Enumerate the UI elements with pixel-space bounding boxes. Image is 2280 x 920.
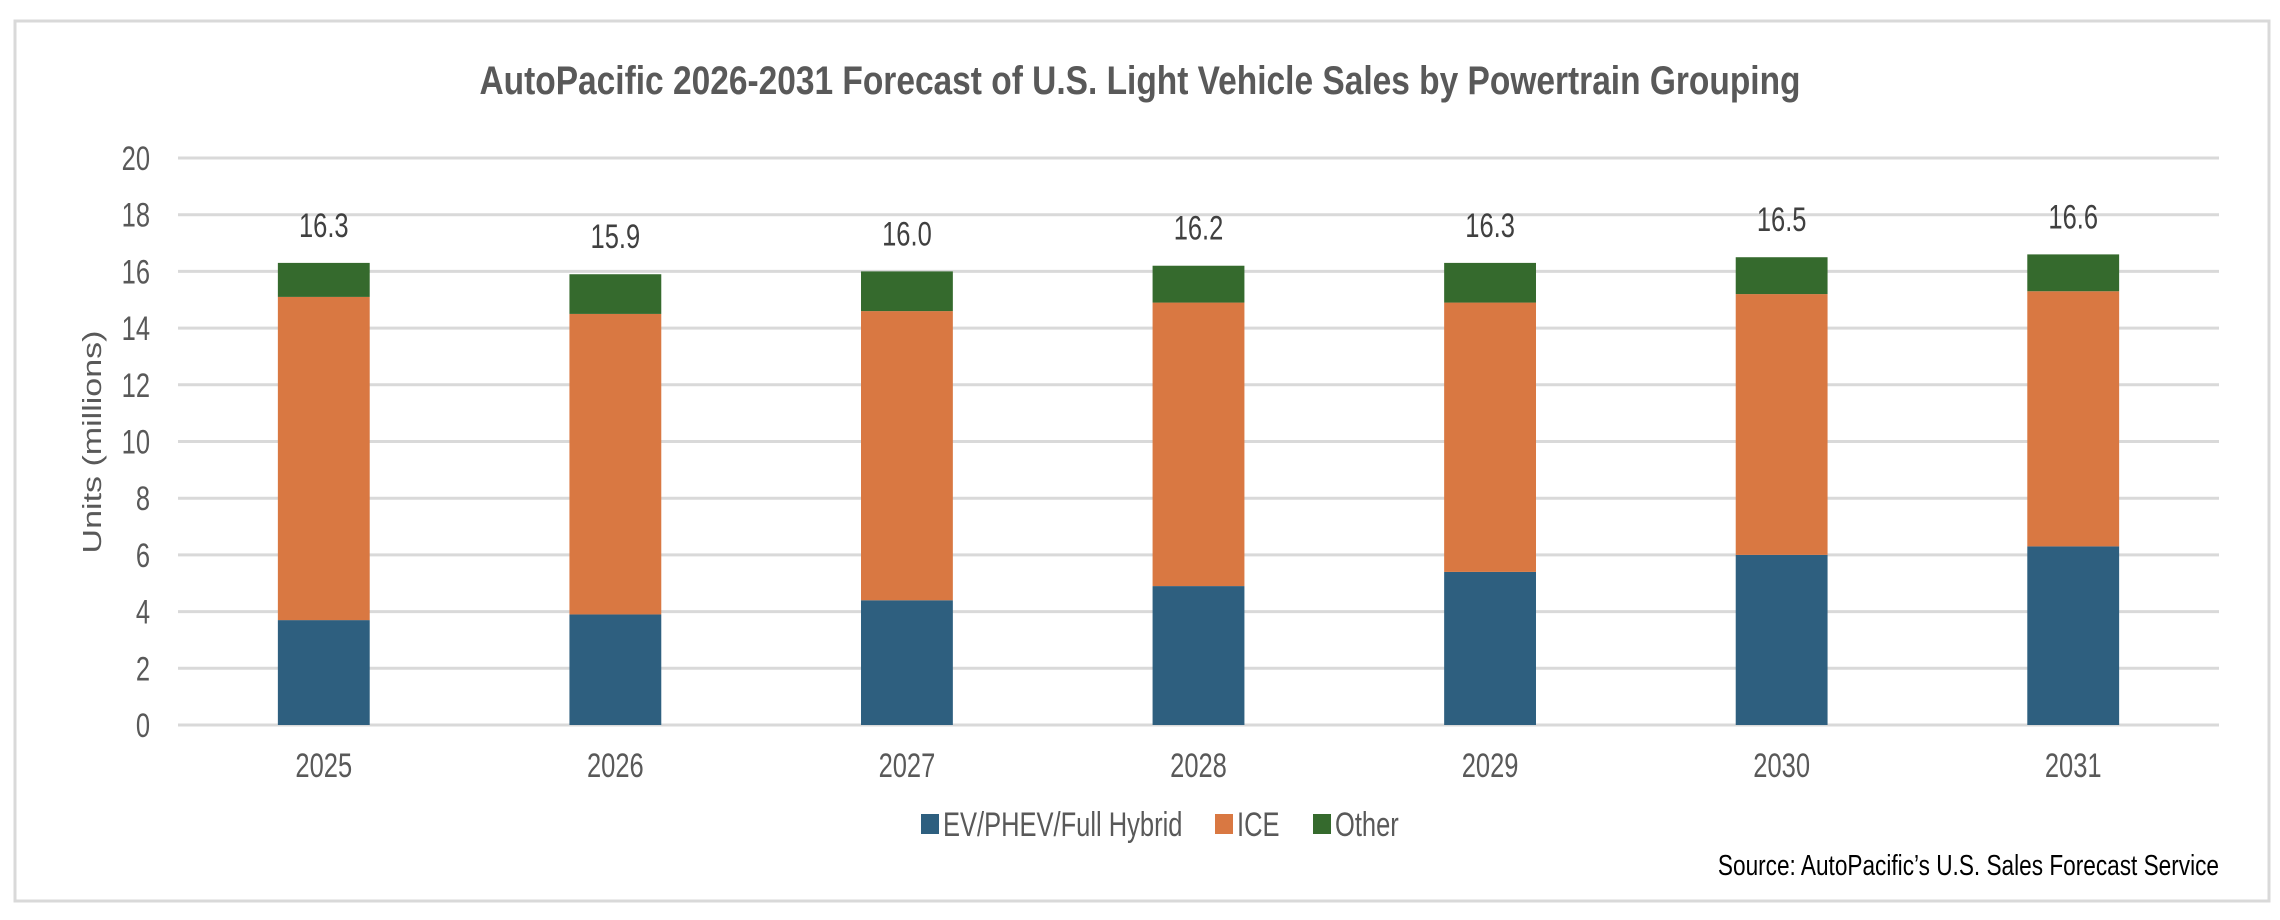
legend-label: Other: [1335, 807, 1399, 844]
y-tick-label: 0: [136, 708, 150, 745]
legend-swatch: [1215, 814, 1233, 834]
y-tick-label: 14: [122, 311, 150, 348]
bar-segment: [1444, 571, 1536, 725]
legend: EV/PHEV/Full Hybrid ICE Other: [921, 807, 1399, 844]
bars: [277, 254, 2120, 725]
bar-segment: [1735, 294, 1828, 555]
x-axis-ticks: 2025 2026 2027 2028 2029 2030 2031: [295, 748, 2101, 785]
bar-segment: [1735, 257, 1828, 295]
bar-segment: [1152, 302, 1245, 587]
chart-border: [13, 19, 2271, 903]
total-data-label: 16.2: [1174, 210, 1224, 247]
bar-segment: [1444, 302, 1536, 572]
bar-segment: [861, 311, 953, 601]
bar-segment: [569, 313, 662, 615]
legend-label: ICE: [1237, 807, 1280, 844]
bar-segment: [2027, 546, 2120, 725]
legend-swatch: [921, 814, 939, 834]
y-tick-label: 2: [136, 651, 150, 688]
y-tick-label: 8: [136, 481, 150, 518]
y-tick-label: 4: [136, 594, 150, 631]
y-tick-label: 18: [122, 197, 150, 234]
bar-segment: [1735, 554, 1828, 725]
legend-label: EV/PHEV/Full Hybrid: [943, 807, 1182, 844]
y-tick-label: 16: [122, 254, 150, 291]
chart-title: AutoPacific 2026-2031 Forecast of U.S. L…: [480, 59, 1801, 103]
bar-segment: [277, 620, 370, 725]
legend-item: EV/PHEV/Full Hybrid: [921, 807, 1182, 844]
x-tick-label: 2029: [1462, 748, 1519, 785]
bar-segment: [2027, 254, 2120, 292]
y-tick-label: 10: [122, 424, 150, 461]
x-tick-label: 2025: [295, 748, 352, 785]
bar-segment: [1152, 586, 1245, 725]
y-tick-label: 6: [136, 537, 150, 574]
total-data-label: 16.0: [882, 216, 932, 253]
legend-swatch: [1313, 814, 1331, 834]
bar-segment: [2027, 291, 2120, 547]
total-data-label: 16.3: [299, 207, 349, 244]
x-tick-label: 2028: [1170, 748, 1227, 785]
bar-segment: [277, 262, 370, 297]
total-data-label: 16.3: [1465, 207, 1515, 244]
bar-segment: [277, 296, 370, 621]
bar-segment: [861, 271, 953, 312]
total-data-label: 15.9: [591, 219, 641, 256]
legend-item: Other: [1313, 807, 1399, 844]
x-tick-label: 2030: [1753, 748, 1810, 785]
x-tick-label: 2026: [587, 748, 644, 785]
y-tick-label: 20: [122, 141, 150, 178]
bar-segment: [569, 614, 662, 725]
total-data-label: 16.5: [1757, 202, 1807, 239]
y-tick-label: 12: [122, 367, 150, 404]
total-data-label: 16.6: [2048, 199, 2098, 236]
source-note: Source: AutoPacific’s U.S. Sales Forecas…: [1718, 848, 2219, 881]
y-axis-label: Units (millions): [79, 331, 107, 554]
bar-segment: [569, 274, 662, 314]
bar-segment: [861, 600, 953, 725]
x-tick-label: 2027: [879, 748, 936, 785]
total-labels: 16.3 15.9 16.0 16.2 16.3 16.5 16.6: [299, 199, 2098, 256]
x-tick-label: 2031: [2045, 748, 2102, 785]
y-axis-ticks: 0 2 4 6 8 10 12 14 16 18 20: [122, 141, 150, 745]
legend-item: ICE: [1215, 807, 1280, 844]
bar-segment: [1444, 262, 1536, 303]
bar-segment: [1152, 265, 1245, 303]
